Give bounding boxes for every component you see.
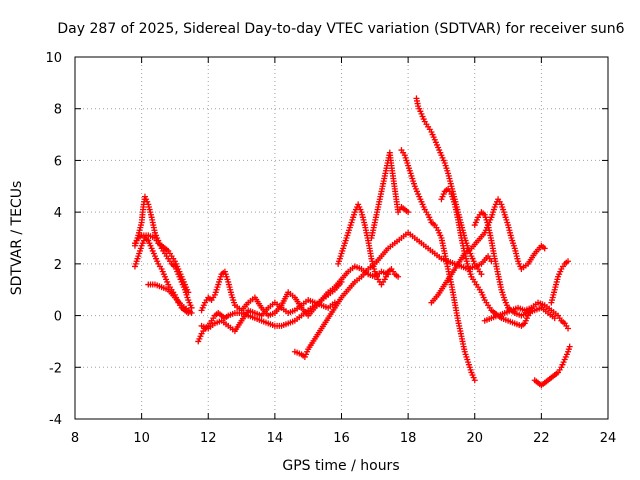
x-tick-label: 20 — [466, 431, 483, 446]
data-point — [565, 258, 572, 265]
series-arc-j — [368, 149, 412, 241]
data-point — [188, 309, 195, 316]
data-point — [331, 299, 338, 306]
x-tick-label: 10 — [133, 431, 150, 446]
series-arc-r — [548, 258, 572, 306]
data-point — [541, 245, 548, 252]
data-point — [188, 304, 195, 311]
y-axis-label: SDTVAR / TECUs — [9, 181, 25, 296]
x-tick-label: 22 — [533, 431, 550, 446]
data-point — [565, 325, 572, 332]
y-tick-label: 4 — [54, 206, 62, 221]
x-tick-label: 8 — [71, 431, 79, 446]
chart-title: Day 287 of 2025, Sidereal Day-to-day VTE… — [57, 21, 624, 37]
data-point — [395, 273, 402, 280]
y-tick-label: 8 — [54, 103, 62, 118]
series-arc-i — [335, 201, 402, 288]
y-tick-label: -2 — [49, 361, 62, 376]
data-point — [185, 289, 192, 296]
x-tick-label: 16 — [333, 431, 350, 446]
series-arc-k — [398, 147, 478, 384]
series-arc-g — [198, 297, 338, 335]
series-arc-l — [413, 95, 485, 278]
series-arc-m — [428, 196, 548, 306]
x-tick-label: 12 — [200, 431, 217, 446]
x-tick-label: 24 — [600, 431, 617, 446]
series-arc-d — [145, 281, 195, 316]
y-tick-label: 0 — [54, 310, 62, 325]
data-point — [471, 377, 478, 384]
data-point — [478, 271, 485, 278]
data-points — [131, 95, 573, 389]
series-arc-f — [198, 268, 345, 319]
x-tick-label: 18 — [400, 431, 417, 446]
y-tick-label: -4 — [49, 413, 62, 428]
data-point — [405, 209, 412, 216]
data-point — [338, 278, 345, 285]
x-tick-label: 14 — [267, 431, 284, 446]
series-arc-c — [131, 232, 192, 296]
y-tick-label: 6 — [54, 154, 62, 169]
y-tick-label: 2 — [54, 258, 62, 273]
y-tick-label: 10 — [45, 51, 62, 66]
series-arc-n — [438, 185, 535, 329]
x-axis-label: GPS time / hours — [282, 458, 399, 474]
data-point — [566, 343, 573, 350]
series-arc-q — [531, 343, 573, 389]
series-arc-p — [481, 299, 572, 332]
series-arc-h — [291, 229, 495, 360]
